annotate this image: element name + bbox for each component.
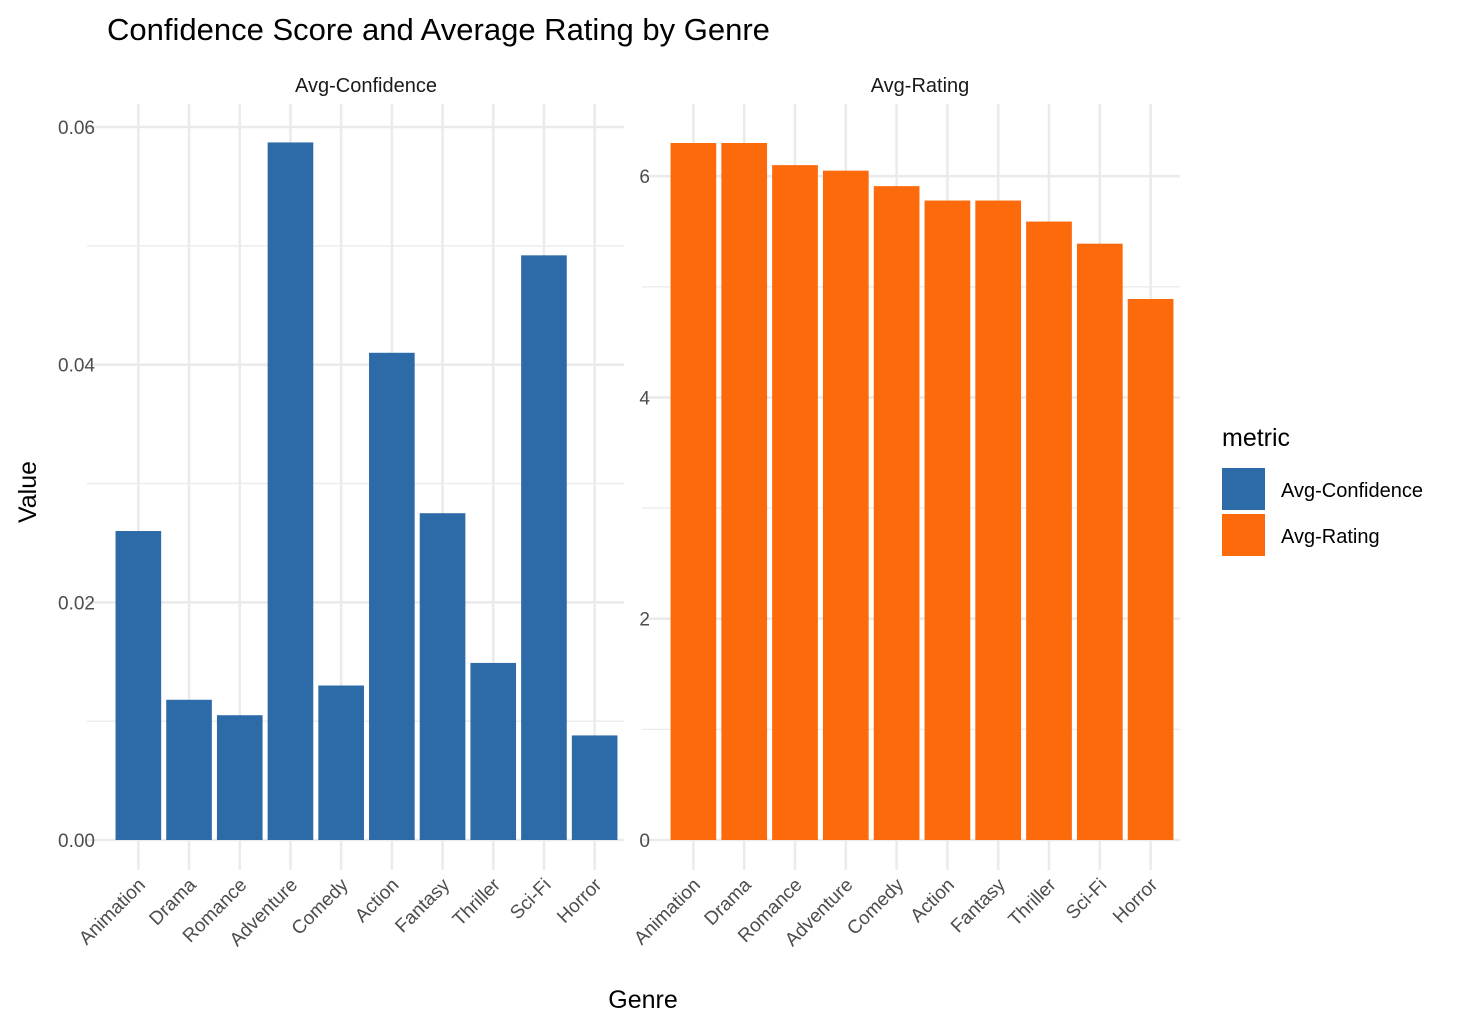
y-tick-label: 0.00 bbox=[58, 831, 95, 852]
bar-thriller bbox=[470, 662, 517, 840]
legend-label: Avg-Rating bbox=[1281, 526, 1380, 548]
bar-animation bbox=[115, 531, 162, 840]
bar-comedy bbox=[873, 186, 920, 841]
y-tick-label: 0.02 bbox=[58, 593, 95, 614]
legend-items: Avg-Confidence Avg-Rating bbox=[1222, 468, 1423, 556]
bar-action bbox=[924, 200, 971, 840]
bar-action bbox=[369, 352, 415, 840]
bar-sci-fi bbox=[1076, 243, 1123, 840]
x-tick-label: Comedy bbox=[288, 874, 353, 939]
panel-strip-label: Avg-Confidence bbox=[295, 75, 437, 97]
bar-horror bbox=[571, 735, 618, 840]
bar-comedy bbox=[318, 685, 364, 840]
bar-adventure bbox=[267, 142, 314, 840]
bar-fantasy bbox=[975, 200, 1022, 840]
y-tick-label: 6 bbox=[639, 167, 650, 188]
x-tick-label: Horror bbox=[553, 874, 606, 927]
y-axis-title: Value bbox=[14, 461, 42, 523]
bar-animation bbox=[670, 143, 717, 840]
bar-adventure bbox=[822, 170, 869, 840]
bar-horror bbox=[1127, 298, 1174, 840]
chart-title: Confidence Score and Average Rating by G… bbox=[107, 12, 770, 47]
bar-sci-fi bbox=[521, 255, 567, 841]
x-tick-label: Sci-Fi bbox=[506, 875, 555, 924]
x-tick-label: Thriller bbox=[449, 874, 505, 930]
legend-swatch bbox=[1222, 514, 1265, 556]
legend-title: metric bbox=[1222, 424, 1290, 452]
x-tick-label: Sci-Fi bbox=[1062, 875, 1111, 924]
y-tick-label: 4 bbox=[639, 388, 650, 409]
y-tick-label: 0.04 bbox=[58, 356, 95, 377]
bar-romance bbox=[216, 715, 263, 840]
panel-strip-label: Avg-Rating bbox=[871, 75, 970, 97]
x-tick-label: Thriller bbox=[1005, 874, 1061, 930]
bar-fantasy bbox=[419, 513, 466, 840]
panel-2: Avg-Rating0246AnimationDramaRomanceAdven… bbox=[630, 75, 1180, 951]
x-tick-label: Fantasy bbox=[947, 874, 1010, 937]
y-tick-label: 0.06 bbox=[58, 118, 95, 139]
bar-thriller bbox=[1026, 221, 1072, 841]
x-axis-title: Genre bbox=[608, 986, 677, 1014]
y-tick-label: 0 bbox=[639, 831, 650, 852]
x-tick-label: Animation bbox=[75, 875, 150, 950]
bar-drama bbox=[721, 143, 768, 840]
y-tick-label: 2 bbox=[639, 610, 650, 631]
x-tick-label: Fantasy bbox=[391, 874, 454, 937]
bar-drama bbox=[166, 699, 212, 840]
x-tick-label: Comedy bbox=[843, 874, 908, 939]
legend: metric Avg-Confidence Avg-Rating bbox=[1222, 424, 1423, 556]
panels-layer: Avg-Confidence0.000.020.040.06AnimationD… bbox=[58, 75, 1180, 951]
x-tick-label: Animation bbox=[630, 875, 705, 950]
x-tick-label: Horror bbox=[1109, 874, 1162, 927]
bar-romance bbox=[772, 165, 818, 841]
legend-swatch bbox=[1222, 468, 1265, 510]
legend-label: Avg-Confidence bbox=[1281, 480, 1423, 502]
panel-1: Avg-Confidence0.000.020.040.06AnimationD… bbox=[58, 75, 624, 951]
